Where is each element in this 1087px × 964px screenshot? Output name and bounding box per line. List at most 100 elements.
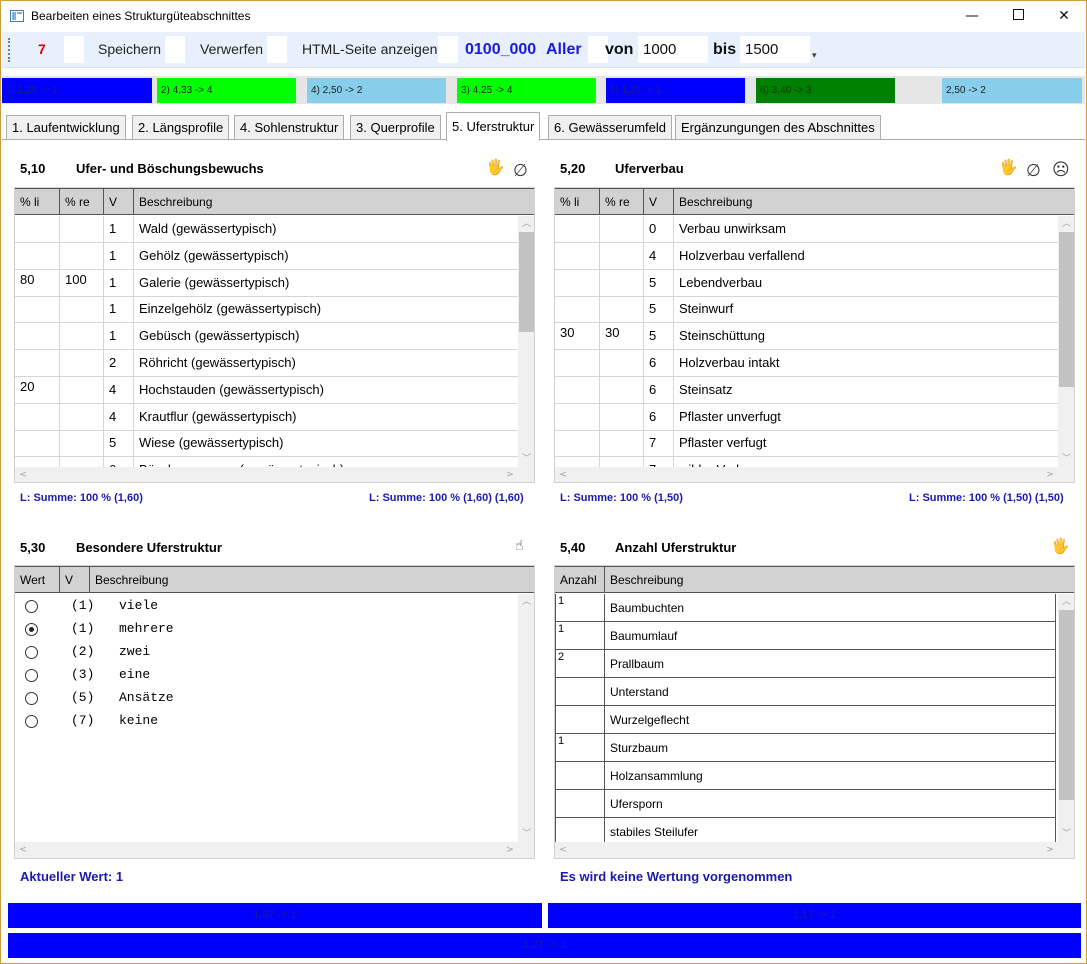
radio-option[interactable]: (1) mehrere bbox=[15, 618, 515, 641]
count-input[interactable] bbox=[555, 678, 605, 706]
save-button[interactable]: Speichern bbox=[98, 41, 162, 57]
minimize-button[interactable]: — bbox=[965, 8, 979, 24]
radio-button[interactable] bbox=[25, 646, 38, 659]
cell-li[interactable] bbox=[555, 242, 600, 269]
radio-button[interactable] bbox=[25, 692, 38, 705]
horizontal-scrollbar[interactable]: < > bbox=[555, 467, 1058, 482]
scroll-left-icon[interactable]: < bbox=[559, 845, 567, 855]
cell-li[interactable] bbox=[555, 269, 600, 296]
radio-option[interactable]: (2) zwei bbox=[15, 641, 515, 664]
cell-re[interactable] bbox=[60, 216, 104, 242]
cell-re[interactable] bbox=[60, 296, 104, 323]
radio-option[interactable]: (7) keine bbox=[15, 710, 515, 733]
table-row[interactable]: 1 Einzelgehölz (gewässertypisch) bbox=[15, 296, 518, 324]
scroll-down-icon[interactable]: ﹀ bbox=[1061, 454, 1071, 464]
cell-re[interactable] bbox=[600, 430, 644, 457]
table-row[interactable]: 6 Pflaster unverfugt bbox=[555, 403, 1058, 431]
cell-re[interactable] bbox=[600, 376, 644, 403]
count-input[interactable]: 1 bbox=[555, 594, 605, 622]
scroll-down-icon[interactable]: ﹀ bbox=[1061, 829, 1071, 839]
cell-li[interactable] bbox=[15, 323, 60, 350]
cell-li[interactable]: 80 bbox=[15, 269, 60, 296]
tab-gewaesserumfeld[interactable]: 6. Gewässerumfeld bbox=[548, 115, 672, 140]
cell-li[interactable] bbox=[15, 430, 60, 457]
scroll-right-icon[interactable]: > bbox=[506, 470, 514, 480]
hand-icon[interactable]: 🖐 bbox=[1051, 537, 1070, 555]
count-input[interactable]: 2 bbox=[555, 650, 605, 678]
scroll-thumb[interactable] bbox=[1059, 232, 1074, 387]
scroll-up-icon[interactable]: ︿ bbox=[521, 597, 531, 607]
table-row[interactable]: 1 Wald (gewässertypisch) bbox=[15, 216, 518, 243]
scroll-right-icon[interactable]: > bbox=[1046, 470, 1054, 480]
cell-li[interactable] bbox=[15, 350, 60, 376]
table-row[interactable]: 20 4 Hochstauden (gewässertypisch) bbox=[15, 376, 518, 404]
cell-re[interactable] bbox=[600, 216, 644, 242]
cell-li[interactable] bbox=[555, 430, 600, 457]
cell-li[interactable] bbox=[15, 216, 60, 242]
table-row[interactable]: 4 Krautflur (gewässertypisch) bbox=[15, 403, 518, 431]
table-row[interactable]: 80 100 1 Galerie (gewässertypisch) bbox=[15, 269, 518, 297]
cell-re[interactable] bbox=[60, 242, 104, 269]
to-input[interactable]: 1500 bbox=[740, 36, 810, 63]
count-input[interactable] bbox=[555, 790, 605, 818]
cell-li[interactable]: 30 bbox=[555, 323, 600, 350]
cell-li[interactable] bbox=[555, 216, 600, 242]
empty-set-icon[interactable]: ∅ bbox=[1026, 161, 1041, 181]
table-row[interactable]: 5 Lebendverbau bbox=[555, 269, 1058, 297]
table-row[interactable]: 5 Steinwurf bbox=[555, 296, 1058, 324]
cell-re[interactable] bbox=[600, 403, 644, 430]
cell-re[interactable]: 100 bbox=[60, 269, 104, 296]
horizontal-scrollbar[interactable]: < > bbox=[15, 467, 518, 482]
table-row[interactable]: 6 Holzverbau intakt bbox=[555, 350, 1058, 377]
cell-re[interactable] bbox=[600, 269, 644, 296]
hand-icon[interactable]: 🖐 bbox=[999, 158, 1018, 176]
table-row[interactable]: 6 Steinsatz bbox=[555, 376, 1058, 404]
vertical-scrollbar[interactable]: ︿ ﹀ bbox=[1058, 216, 1074, 467]
cell-re[interactable] bbox=[600, 350, 644, 376]
maximize-button[interactable] bbox=[995, 1, 1041, 32]
show-html-button[interactable]: HTML-Seite anzeigen bbox=[302, 41, 438, 57]
vertical-scrollbar[interactable]: ︿ ﹀ bbox=[1058, 594, 1074, 842]
table-row[interactable]: 0 Verbau unwirksam bbox=[555, 216, 1058, 243]
horizontal-scrollbar[interactable]: < > bbox=[555, 842, 1058, 858]
scroll-thumb[interactable] bbox=[519, 232, 534, 332]
cell-li[interactable] bbox=[555, 403, 600, 430]
scroll-up-icon[interactable]: ︿ bbox=[521, 219, 531, 229]
table-row[interactable]: 30 30 5 Steinschüttung bbox=[555, 323, 1058, 351]
tab-ergaenzungen[interactable]: Ergänzungungen des Abschnittes bbox=[675, 115, 881, 140]
tab-laengsprofile[interactable]: 2. Längsprofile bbox=[132, 115, 230, 140]
scroll-left-icon[interactable]: < bbox=[559, 470, 567, 480]
radio-button[interactable] bbox=[25, 600, 38, 613]
cell-re[interactable]: 30 bbox=[600, 323, 644, 350]
sad-face-icon[interactable]: ☹ bbox=[1052, 160, 1070, 180]
scroll-up-icon[interactable]: ︿ bbox=[1061, 219, 1071, 229]
table-row[interactable]: 5 Wiese (gewässertypisch) bbox=[15, 430, 518, 458]
from-input[interactable]: 1000 bbox=[638, 36, 708, 63]
tab-querprofile[interactable]: 3. Querprofile bbox=[350, 115, 441, 140]
count-input[interactable] bbox=[555, 762, 605, 790]
scroll-thumb[interactable] bbox=[1059, 610, 1074, 800]
cell-li[interactable] bbox=[555, 350, 600, 376]
scroll-down-icon[interactable]: ﹀ bbox=[521, 829, 531, 839]
vertical-scrollbar[interactable]: ︿ ﹀ bbox=[518, 216, 534, 467]
table-row[interactable]: 1 Gehölz (gewässertypisch) bbox=[15, 242, 518, 270]
radio-option[interactable]: (1) viele bbox=[15, 595, 515, 618]
radio-button[interactable] bbox=[25, 669, 38, 682]
cell-re[interactable] bbox=[60, 430, 104, 457]
cell-re[interactable] bbox=[60, 350, 104, 376]
toolbar-overflow-icon[interactable]: ▾ bbox=[812, 50, 817, 60]
table-row[interactable]: 7 Pflaster verfugt bbox=[555, 430, 1058, 458]
cell-li[interactable] bbox=[555, 296, 600, 323]
hand-icon[interactable]: 🖐 bbox=[486, 158, 505, 176]
cell-li[interactable] bbox=[15, 403, 60, 430]
cell-re[interactable] bbox=[600, 296, 644, 323]
radio-button[interactable] bbox=[25, 623, 38, 636]
empty-set-icon[interactable]: ∅ bbox=[513, 161, 528, 181]
cell-li[interactable] bbox=[15, 296, 60, 323]
close-button[interactable]: ✕ bbox=[1058, 8, 1070, 24]
cell-re[interactable] bbox=[600, 242, 644, 269]
radio-button[interactable] bbox=[25, 715, 38, 728]
scroll-right-icon[interactable]: > bbox=[1046, 845, 1054, 855]
cell-li[interactable] bbox=[15, 242, 60, 269]
discard-button[interactable]: Verwerfen bbox=[200, 41, 264, 57]
